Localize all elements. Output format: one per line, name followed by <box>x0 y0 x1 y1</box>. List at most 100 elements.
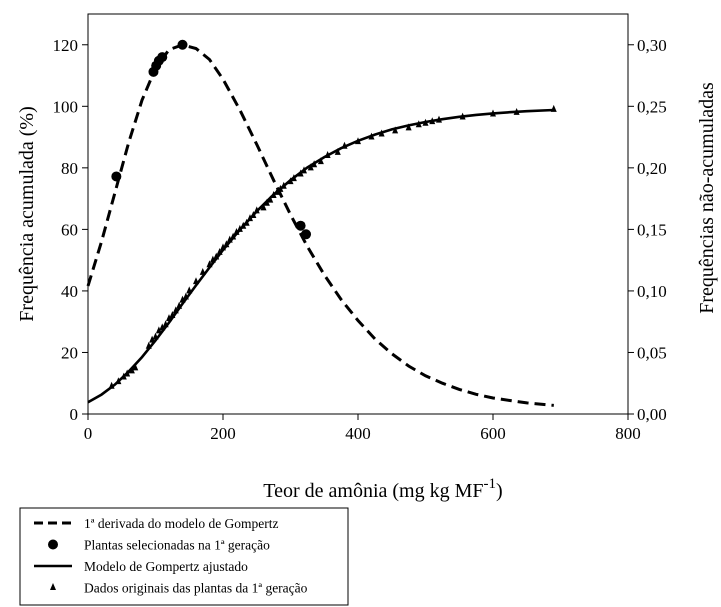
triangle-marker <box>233 227 240 235</box>
triangle-marker <box>307 163 314 171</box>
triangle-marker <box>260 203 267 211</box>
legend-box <box>19 507 349 606</box>
triangle-marker <box>243 218 250 226</box>
series-layer <box>86 39 557 407</box>
triangle-marker <box>206 260 213 268</box>
y2-axis-label: Frequências não-acumuladas <box>696 82 718 314</box>
y2-tick-label: 0,00 <box>637 405 667 424</box>
triangle-marker <box>152 332 159 340</box>
x-tick-label: 200 <box>210 424 236 443</box>
triangle-marker <box>223 240 230 248</box>
triangle-marker <box>287 177 294 185</box>
y2-tick-label: 0,05 <box>637 343 667 362</box>
x-tick-label: 800 <box>615 424 641 443</box>
y-tick-label: 0 <box>70 405 79 424</box>
triangle-marker <box>334 147 341 155</box>
x-tick-label: 0 <box>84 424 93 443</box>
triangle-marker <box>392 126 399 134</box>
y-tick-label: 100 <box>53 97 79 116</box>
circle-marker <box>301 229 312 240</box>
legend-label: Plantas selecionadas na 1ª geração <box>84 538 270 553</box>
y-tick-label: 80 <box>61 159 78 178</box>
y2-tick-label: 0,10 <box>637 282 667 301</box>
x-tick-label: 600 <box>480 424 506 443</box>
triangle-marker <box>115 377 122 385</box>
triangle-marker <box>550 104 557 112</box>
y-tick-label: 20 <box>61 343 78 362</box>
triangle-marker <box>216 247 223 255</box>
triangle-marker <box>378 129 385 137</box>
derivative-dashed-line <box>86 43 554 407</box>
triangle-marker <box>459 112 466 120</box>
triangle-marker <box>415 120 422 128</box>
circle-marker <box>111 171 122 182</box>
triangle-marker <box>247 214 253 222</box>
triangle-marker <box>274 187 280 195</box>
triangle-marker <box>209 255 216 263</box>
triangle-marker <box>368 132 375 140</box>
y2-tick-label: 0,25 <box>637 97 667 116</box>
triangle-marker <box>301 166 307 174</box>
legend-label: Dados originais das plantas da 1ª geraçã… <box>84 581 308 596</box>
y-tick-label: 120 <box>53 36 79 55</box>
triangle-marker <box>250 211 257 219</box>
triangle-marker <box>263 198 270 206</box>
legend-triangle-swatch <box>50 583 56 590</box>
y2-tick-label: 0,15 <box>637 220 667 239</box>
triangle-marker <box>240 221 247 229</box>
gompertz-fit-line <box>87 108 554 404</box>
legend-label: Modelo de Gompertz ajustado <box>84 559 248 574</box>
triangle-marker <box>297 169 304 177</box>
triangle-marker <box>341 141 348 149</box>
plot-border <box>87 13 629 415</box>
triangle-marker <box>490 109 496 117</box>
triangle-marker <box>162 320 169 328</box>
triangle-marker <box>155 326 162 334</box>
triangle-marker <box>270 191 277 199</box>
triangle-marker <box>132 363 139 371</box>
triangle-marker <box>172 306 179 314</box>
triangle-marker <box>436 115 442 123</box>
triangle-marker <box>230 232 237 240</box>
triangle-marker <box>236 224 243 232</box>
triangle-marker <box>176 301 183 309</box>
y2-tick-label: 0,30 <box>637 36 667 55</box>
triangle-marker <box>213 252 220 260</box>
x-axis-ticks: 0 200 400 600 800 <box>84 414 641 443</box>
y-tick-label: 60 <box>61 220 78 239</box>
triangle-marker <box>159 323 166 331</box>
triangle-marker <box>220 243 226 251</box>
triangle-marker <box>145 341 152 349</box>
triangle-marker <box>317 157 324 165</box>
circle-marker <box>157 52 168 63</box>
triangle-marker <box>355 137 361 145</box>
triangle-marker <box>513 107 520 115</box>
triangle-marker <box>267 195 274 203</box>
triangle-marker <box>280 181 287 189</box>
circle-marker <box>295 220 306 231</box>
triangle-marker <box>186 286 193 294</box>
triangle-marker <box>182 292 189 300</box>
triangle-marker <box>277 184 284 192</box>
triangle-marker <box>124 369 131 377</box>
triangle-marker <box>199 267 206 275</box>
triangle-marker <box>324 151 331 159</box>
triangle-marker <box>179 295 186 303</box>
x-tick-label: 400 <box>345 424 371 443</box>
y-axis-ticks: 0 20 40 60 80 100 120 <box>53 36 88 424</box>
triangle-marker <box>429 117 436 125</box>
triangle-marker <box>311 160 318 168</box>
triangle-marker <box>128 366 135 374</box>
y-axis-label: Frequência acumulada (%) <box>16 106 38 321</box>
triangle-marker <box>290 174 297 182</box>
triangle-marker <box>166 314 172 322</box>
triangle-marker <box>422 118 429 126</box>
legend-label: 1ª derivada do modelo de Gompertz <box>84 516 279 531</box>
triangle-marker <box>405 123 412 131</box>
triangle-marker <box>226 235 233 243</box>
legend: 1ª derivada do modelo de Gompertz Plantas… <box>19 507 349 606</box>
triangle-marker <box>149 335 156 343</box>
triangle-marker <box>120 372 127 380</box>
y2-tick-label: 0,20 <box>637 159 667 178</box>
